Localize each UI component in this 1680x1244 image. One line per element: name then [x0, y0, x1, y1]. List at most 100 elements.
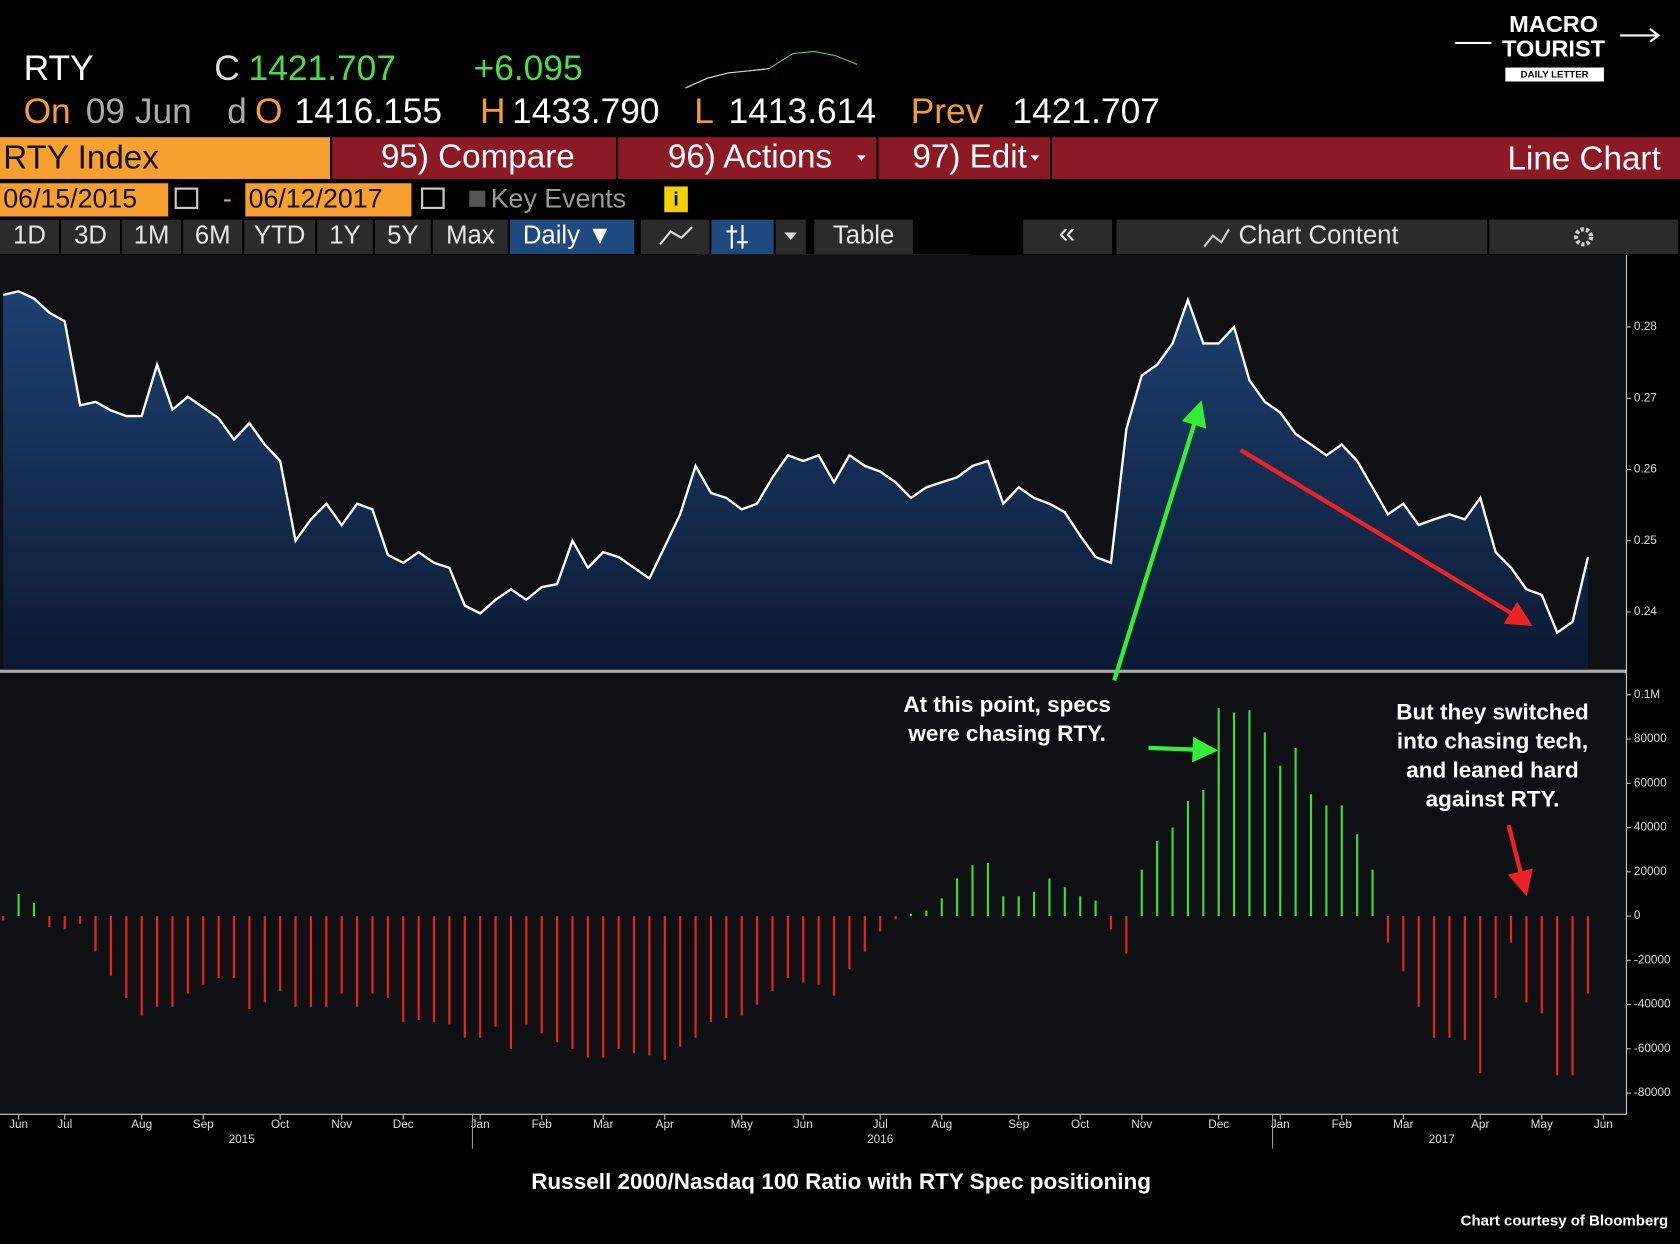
y-tick-label: 0	[1634, 909, 1641, 922]
plot: 0.24 0.25 0.26 0.27 0.28 0.1M 80000 60000 40000 2…	[2, 290, 1671, 1149]
x-tick-label: Jun	[1594, 1118, 1613, 1131]
range-button[interactable]	[244, 219, 315, 254]
range-button[interactable]	[0, 219, 59, 254]
end-date[interactable]: 06/12/2017	[249, 183, 383, 213]
y-tick-label: 0.1M	[1634, 688, 1660, 701]
prev: 1421.707	[1012, 92, 1159, 131]
settings-icon	[1573, 227, 1594, 247]
collapse-button[interactable]	[1023, 219, 1113, 254]
range-label[interactable]: YTD	[254, 222, 305, 250]
dropdown-caret	[784, 232, 798, 241]
ratio-area	[3, 291, 1588, 670]
settings-button[interactable]	[1489, 219, 1678, 254]
x-tick-label: Aug	[131, 1118, 152, 1131]
chart-type-button[interactable]	[640, 219, 710, 254]
security-box[interactable]	[0, 137, 330, 179]
chart-content-button[interactable]	[1116, 219, 1488, 254]
y-tick-label: 0.26	[1634, 463, 1657, 476]
annotation-green: At this point, specs	[903, 692, 1111, 717]
arrow-red	[1506, 824, 1533, 897]
open-label: O	[255, 92, 283, 131]
compare-menu[interactable]: 95) Compare	[381, 138, 575, 175]
security[interactable]: RTY Index	[3, 139, 159, 176]
collapse[interactable]: «	[1059, 217, 1076, 250]
caption: Russell 2000/Nasdaq 100 Ratio with RTY S…	[531, 1169, 1151, 1194]
logo: MACRO TOURIST DAILY LETTER	[1455, 11, 1661, 82]
table-button[interactable]	[814, 219, 913, 254]
range-button[interactable]	[122, 219, 182, 254]
annotation-red: But they switched	[1396, 700, 1589, 725]
logo-line2: TOURIST	[1502, 36, 1606, 62]
range-label[interactable]: 1M	[134, 222, 170, 250]
range-label[interactable]: 6M	[195, 222, 231, 250]
chart-content-icon	[1203, 228, 1230, 248]
y-tick-label: -40000	[1634, 998, 1671, 1011]
y-tick-label: 0.24	[1634, 605, 1657, 618]
credit: Chart courtesy of Bloomberg	[1461, 1212, 1669, 1229]
d-label: d	[227, 92, 247, 131]
range-button[interactable]	[432, 219, 508, 254]
y-tick-label: 20000	[1634, 865, 1667, 878]
on-label: On	[24, 92, 71, 131]
high: 1433.790	[512, 92, 659, 131]
range-button[interactable]	[317, 219, 373, 254]
range-button[interactable]	[61, 219, 120, 254]
checkbox[interactable]	[469, 190, 486, 207]
y-tick-label: 80000	[1634, 732, 1667, 745]
x-tick-label: Jan	[1271, 1118, 1290, 1131]
quote-date: 09 Jun	[86, 92, 192, 131]
sparkline-prev	[685, 68, 770, 89]
x-tick-label: Oct	[1071, 1118, 1090, 1131]
prev-label: Prev	[911, 92, 984, 131]
close-label: C	[214, 49, 240, 88]
range-button[interactable]	[183, 219, 243, 254]
x-tick-label: May	[1531, 1118, 1553, 1131]
y-tick-label: -60000	[1634, 1042, 1671, 1055]
x-tick-label: Jun	[9, 1118, 28, 1131]
range-label[interactable]: 3D	[74, 222, 107, 250]
annotation-red: and leaned hard	[1406, 757, 1579, 782]
range-label[interactable]: Max	[446, 222, 495, 250]
view-title: Line Chart	[1508, 141, 1661, 178]
actions-menu[interactable]: 96) Actions	[668, 138, 832, 175]
frequency-button[interactable]	[510, 219, 635, 254]
frequency[interactable]: Daily ▼	[523, 222, 613, 250]
x-tick-label: May	[731, 1118, 753, 1131]
range-label[interactable]: 1Y	[329, 222, 360, 250]
y-tick-label: 40000	[1634, 821, 1667, 834]
low: 1413.614	[729, 92, 876, 131]
x-tick-label: Jul	[57, 1118, 72, 1131]
y-tick-label: 60000	[1634, 776, 1667, 789]
menu-bar	[332, 137, 1680, 179]
start-date[interactable]: 06/15/2015	[3, 183, 137, 213]
x-tick-label: Mar	[1393, 1118, 1413, 1131]
year-label: 2015	[229, 1133, 256, 1146]
range-button[interactable]	[375, 219, 431, 254]
end-date-box[interactable]	[245, 183, 412, 217]
x-tick-label: Sep	[1008, 1118, 1029, 1131]
annotation-red: against RTY.	[1426, 786, 1560, 811]
x-tick-label: Oct	[271, 1118, 290, 1131]
range-label[interactable]: 1D	[13, 222, 46, 250]
logo-arrowhead	[1649, 28, 1661, 43]
open: 1416.155	[295, 92, 442, 131]
x-tick-label: Aug	[931, 1118, 952, 1131]
calendar-icon[interactable]	[421, 187, 445, 209]
start-date-box[interactable]	[0, 183, 169, 217]
info-icon[interactable]	[664, 186, 688, 213]
edit-menu[interactable]: 97) Edit	[912, 138, 1026, 175]
calendar-icon[interactable]	[174, 187, 199, 209]
chart-content[interactable]: Chart Content	[1239, 222, 1399, 250]
ratio-line	[2, 290, 1590, 635]
ticker: RTY	[24, 49, 94, 88]
x-tick-label: Jan	[471, 1118, 490, 1131]
y-tick-label: 0.27	[1634, 391, 1657, 404]
y-tick-label: 0.28	[1634, 320, 1657, 333]
table[interactable]: Table	[833, 222, 894, 250]
info-glyph: i	[673, 189, 678, 210]
key-events[interactable]: Key Events	[491, 183, 626, 213]
bar-type-icon	[726, 225, 748, 249]
x-tick-label: Dec	[1208, 1118, 1229, 1131]
range-label[interactable]: 5Y	[387, 222, 418, 250]
positioning-panel	[0, 672, 1627, 1115]
